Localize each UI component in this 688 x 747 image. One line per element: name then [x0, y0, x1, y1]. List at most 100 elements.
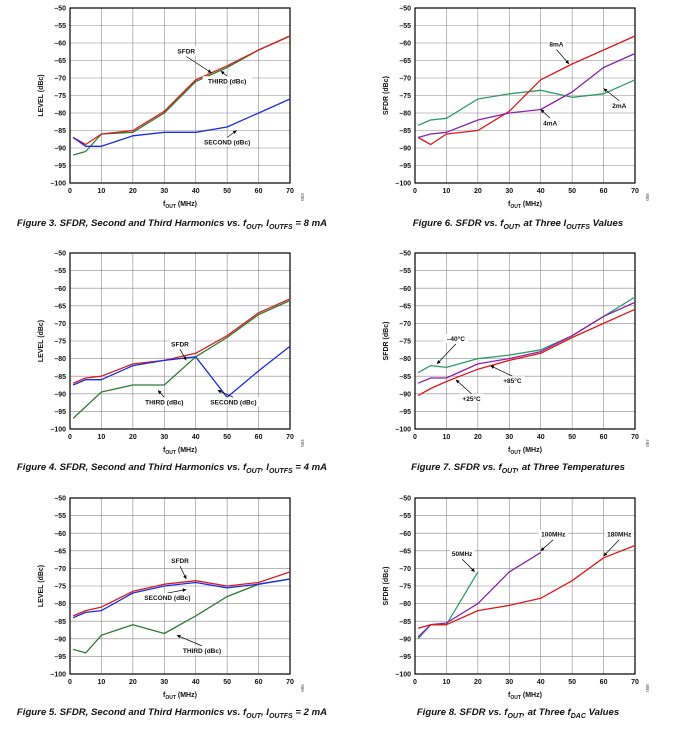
x-tick-label: 50 [568, 434, 576, 441]
y-tick-label: –65 [54, 303, 66, 310]
y-tick-label: –95 [54, 163, 66, 170]
series-line-0 [72, 578, 291, 654]
series-line-1 [72, 35, 291, 146]
annotation-arrowhead [490, 365, 495, 369]
x-tick-label: 60 [255, 679, 263, 686]
annotation-label: SECOND (dBc) [204, 140, 250, 147]
y-tick-label: –60 [399, 41, 411, 48]
x-axis-title: fOUT (MHz) [163, 447, 197, 456]
y-tick-label: –100 [50, 181, 66, 188]
y-tick-label: –95 [54, 654, 66, 661]
figure-caption: Figure 4. SFDR, Second and Third Harmoni… [16, 462, 328, 475]
x-tick-label: 40 [192, 434, 200, 441]
annotation-bg [169, 556, 191, 566]
y-tick-label: –80 [54, 356, 66, 363]
x-tick-label: 0 [413, 188, 417, 195]
y-tick-label: –80 [399, 111, 411, 118]
x-tick-label: 70 [631, 679, 639, 686]
annotation-arrow [186, 56, 212, 74]
annotation-bg [202, 76, 252, 86]
figure-number: 005 [300, 684, 305, 692]
plot-frame [414, 7, 636, 184]
annotation-bg [200, 137, 254, 147]
x-tick-label: 50 [223, 434, 231, 441]
y-axis-title: SFDR (dBc) [383, 322, 390, 361]
annotation-label: SFDR [177, 49, 195, 56]
x-tick-label: 60 [600, 679, 608, 686]
x-tick-label: 10 [443, 434, 451, 441]
y-tick-label: –90 [399, 636, 411, 643]
series-line-1 [417, 308, 636, 397]
x-tick-label: 0 [68, 188, 72, 195]
x-tick-label: 30 [505, 679, 513, 686]
y-tick-label: –50 [399, 251, 411, 258]
annotation-arrowhead [220, 71, 225, 75]
x-tick-label: 70 [286, 679, 294, 686]
series-line-0 [72, 299, 291, 419]
y-tick-label: –85 [54, 128, 66, 135]
annotation-arrowhead [565, 60, 569, 64]
y-tick-label: –75 [399, 584, 411, 591]
figure-number: 006 [645, 193, 650, 201]
annotation-label: 50MHz [452, 551, 473, 558]
y-tick-label: –80 [54, 601, 66, 608]
y-tick-label: –90 [54, 391, 66, 398]
y-tick-label: –90 [399, 146, 411, 153]
x-axis-title: fOUT (MHz) [508, 447, 542, 456]
x-axis-title: fOUT (MHz) [163, 692, 197, 701]
y-tick-label: –60 [399, 286, 411, 293]
y-tick-label: –55 [399, 513, 411, 520]
annotation-bg [538, 529, 568, 539]
figure-number: 008 [645, 684, 650, 692]
x-tick-label: 20 [474, 679, 482, 686]
x-tick-label: 60 [600, 434, 608, 441]
y-tick-label: –50 [54, 251, 66, 258]
x-tick-label: 50 [223, 679, 231, 686]
x-tick-label: 60 [600, 188, 608, 195]
y-axis-title: SFDR (dBc) [383, 567, 390, 606]
y-tick-label: –55 [399, 23, 411, 30]
annotation-arrowhead [437, 360, 441, 364]
y-tick-label: –65 [54, 58, 66, 65]
y-tick-label: –85 [54, 619, 66, 626]
annotation-label: THIRD (dBc) [145, 399, 183, 406]
annotation-arrowhead [540, 109, 545, 114]
y-tick-label: –100 [50, 672, 66, 679]
y-tick-label: –55 [54, 268, 66, 275]
x-tick-label: 30 [505, 188, 513, 195]
series-line-1 [417, 35, 636, 146]
y-tick-label: –60 [54, 286, 66, 293]
y-tick-label: –65 [399, 303, 411, 310]
figure-caption: Figure 6. SFDR vs. fOUT, at Three IOUTFS… [412, 218, 624, 231]
annotation-label: SECOND (dBc) [144, 595, 190, 602]
y-tick-label: –65 [399, 548, 411, 555]
y-tick-label: –70 [54, 76, 66, 83]
figure-number: 007 [645, 439, 650, 447]
x-tick-label: 70 [631, 434, 639, 441]
series-line-1 [72, 571, 291, 617]
y-tick-label: –100 [50, 427, 66, 434]
series-line-2 [417, 544, 636, 629]
x-tick-label: 0 [68, 434, 72, 441]
y-tick-label: –60 [54, 41, 66, 48]
series-line-2 [417, 301, 636, 384]
annotation-label: +85°C [503, 377, 522, 385]
y-tick-label: –50 [399, 6, 411, 13]
annotation-bg [206, 397, 261, 407]
y-tick-label: –70 [399, 76, 411, 83]
annotation-arrowhead [470, 568, 475, 572]
x-tick-label: 40 [192, 679, 200, 686]
annotation-arrowhead [603, 88, 608, 93]
annotation-arrowhead [182, 588, 187, 592]
y-tick-label: –75 [54, 339, 66, 346]
y-tick-label: –80 [399, 356, 411, 363]
x-tick-label: 40 [537, 434, 545, 441]
y-tick-label: –55 [399, 268, 411, 275]
series-line-2 [417, 52, 636, 139]
y-axis-title: SFDR (dBc) [383, 76, 390, 115]
